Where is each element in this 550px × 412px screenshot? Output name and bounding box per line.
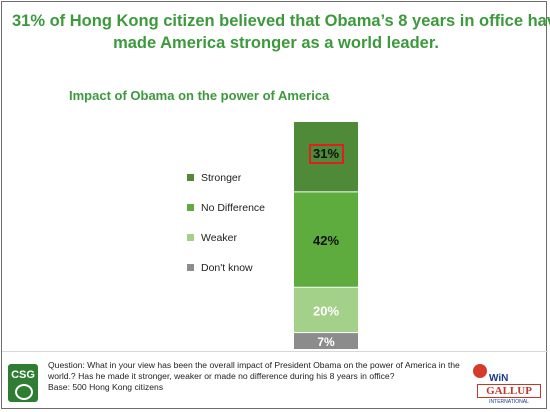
footer: CSG Question: What in your view has been…	[2, 351, 548, 411]
bar-segment-no-difference	[294, 192, 358, 288]
question-line-2: world.? Has he made it stronger, weaker …	[48, 371, 395, 382]
globe-icon	[473, 364, 487, 378]
stacked-bar-chart: 31% 42% 20% 7% Stronger No Difference Weaker Do…	[187, 122, 358, 349]
csg-ring-icon	[15, 384, 33, 400]
win-gallup-logo: WiN GALLUP INTERNATIONAL	[469, 362, 545, 408]
headline-line-2: made America stronger as a world leader.	[113, 34, 439, 52]
headline-line-1: 31% of Hong Kong citizen believed that O…	[12, 12, 550, 30]
legend-label-don-t-know: Don't know	[201, 262, 253, 274]
legend-swatch-don-t-know	[187, 264, 194, 271]
gallup-box: GALLUP	[477, 384, 541, 398]
legend-label-stronger: Stronger	[201, 172, 242, 184]
legend-swatch-stronger	[187, 174, 194, 181]
gallup-sub-text: INTERNATIONAL	[489, 399, 529, 405]
bar-segment-don-t-know	[294, 333, 358, 349]
win-logo-text: WiN	[489, 373, 509, 384]
legend-label-no-difference: No Difference	[201, 202, 265, 214]
bar-segment-stronger	[294, 122, 358, 193]
legend-label-weaker: Weaker	[201, 232, 237, 244]
survey-note: Question: What in your view has been the…	[48, 360, 468, 394]
data-label-don-t-know: 7%	[317, 335, 335, 349]
data-label-stronger: 31%	[313, 146, 339, 161]
base-note: Base: 500 Hong Kong citizens	[48, 382, 164, 393]
csg-logo-text: CSG	[11, 369, 35, 381]
highlight-box	[309, 144, 344, 164]
legend-swatch-weaker	[187, 234, 194, 241]
gallup-logo-text: GALLUP	[486, 385, 532, 397]
headline: 31% of Hong Kong citizen believed that O…	[12, 10, 550, 54]
question-line-1: Question: What in your view has been the…	[48, 360, 460, 370]
data-label-no-difference: 42%	[313, 233, 339, 248]
data-label-weaker: 20%	[313, 303, 339, 318]
legend-swatch-no-difference	[187, 204, 194, 211]
chart-title: Impact of Obama on the power of America	[69, 88, 330, 103]
bar-segment-weaker	[294, 287, 358, 334]
csg-logo: CSG	[8, 364, 38, 402]
